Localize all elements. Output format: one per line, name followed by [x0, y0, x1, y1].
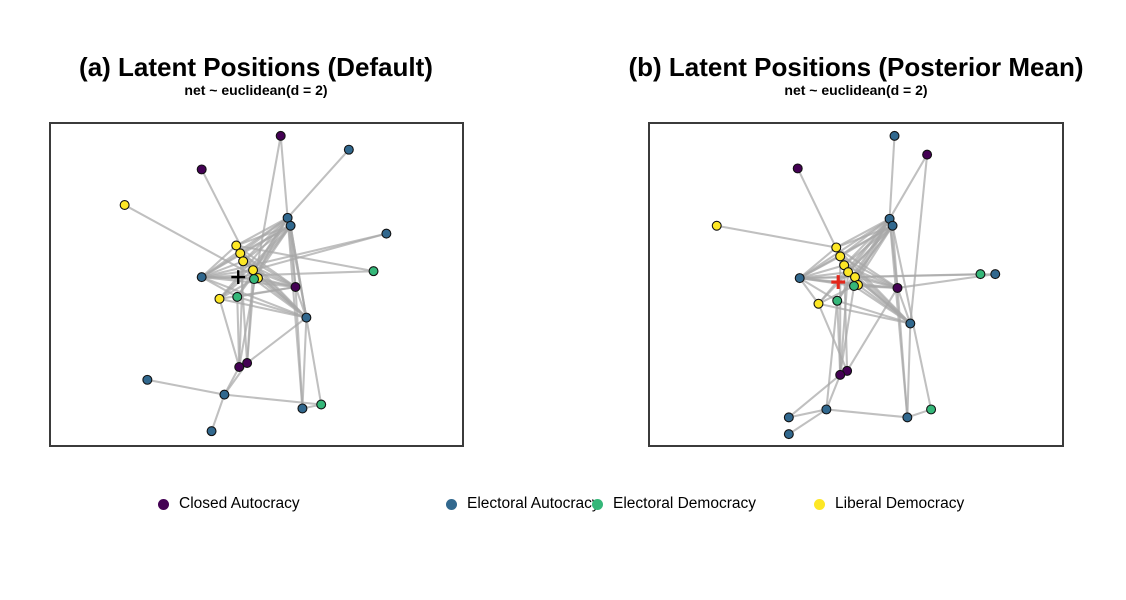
panel-a-title: (a) Latent Positions (Default): [79, 52, 433, 82]
panel-a-subtitle: net ~ euclidean(d = 2): [184, 82, 328, 98]
panel-b-plot-frame: [648, 122, 1064, 447]
legend-item-liberal-democracy: Liberal Democracy: [814, 493, 964, 515]
closed-autocracy-dot-icon: [158, 498, 169, 510]
legend-label: Liberal Democracy: [835, 495, 965, 512]
legend-label: Electoral Autocracy: [467, 495, 600, 512]
network-plot-b: [711, 130, 1001, 440]
panel-b-title: (b) Latent Positions (Posterior Mean): [628, 52, 1084, 82]
network-plot-a: [119, 130, 392, 437]
electoral-democracy-dot-icon: [592, 498, 603, 510]
legend: Closed Autocracy Electoral Autocracy Ele…: [0, 493, 1126, 515]
legend-item-electoral-democracy: Electoral Democracy: [592, 493, 756, 515]
legend-item-electoral-autocracy: Electoral Autocracy: [446, 493, 600, 515]
legend-label: Electoral Democracy: [613, 495, 756, 512]
panel-b-subtitle: net ~ euclidean(d = 2): [784, 82, 928, 98]
panel-a-plot-frame: [49, 122, 464, 447]
legend-label: Closed Autocracy: [179, 495, 300, 512]
legend-item-closed-autocracy: Closed Autocracy: [158, 493, 300, 515]
liberal-democracy-dot-icon: [814, 498, 825, 510]
electoral-autocracy-dot-icon: [446, 498, 457, 510]
